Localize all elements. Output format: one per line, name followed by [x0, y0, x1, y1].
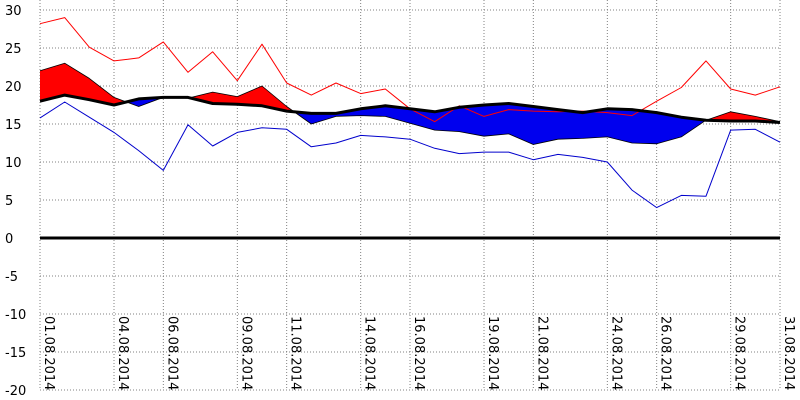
x-tick-label: 11.08.2014	[288, 316, 303, 390]
y-tick-label: -10	[5, 308, 26, 323]
series-mean-line	[39, 93, 781, 124]
y-tick-label: 25	[5, 42, 22, 57]
x-tick-label: 24.08.2014	[608, 316, 623, 390]
x-tick-label: 01.08.2014	[41, 316, 56, 390]
x-tick-label: 16.08.2014	[411, 316, 426, 390]
y-tick-label: 10	[5, 156, 22, 171]
y-tick-label: -5	[5, 270, 18, 285]
x-tick-label: 26.08.2014	[658, 316, 673, 390]
x-tick-label: 31.08.2014	[781, 316, 796, 390]
x-axis-ticks: 01.08.2014 04.08.2014 06.08.2014 09.08.2014…	[41, 316, 796, 390]
x-tick-label: 04.08.2014	[115, 316, 130, 390]
below-mean-area	[294, 103, 706, 145]
x-tick-label: 29.08.2014	[732, 316, 747, 390]
y-tick-label: 5	[5, 194, 13, 209]
x-tick-label: 06.08.2014	[164, 316, 179, 390]
y-tick-label: -20	[5, 384, 26, 399]
above-mean-area	[189, 86, 295, 112]
y-tick-label: 30	[5, 4, 22, 19]
series-lines	[39, 17, 781, 240]
y-tick-label: 20	[5, 80, 22, 95]
series-min-line	[39, 101, 781, 209]
y-axis-ticks: 30 25 20 15 10 5 0 -5 -10 -15 -20	[5, 4, 26, 399]
x-tick-label: 19.08.2014	[485, 316, 500, 390]
y-tick-label: 0	[5, 232, 13, 247]
below-mean-area	[126, 97, 164, 107]
grid	[39, 0, 781, 391]
x-tick-label: 09.08.2014	[238, 316, 253, 390]
y-tick-label: 15	[5, 118, 22, 133]
y-tick-label: -15	[5, 346, 26, 361]
x-tick-label: 14.08.2014	[362, 316, 377, 390]
x-tick-label: 21.08.2014	[534, 316, 549, 390]
